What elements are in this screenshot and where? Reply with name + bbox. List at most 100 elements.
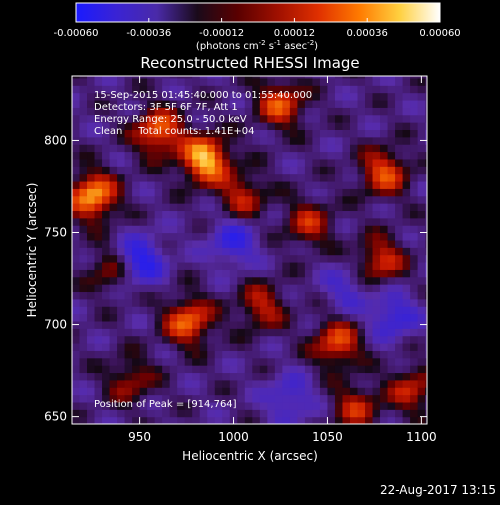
heatmap-cell: [365, 342, 374, 351]
heatmap-cell: [282, 217, 291, 226]
heatmap-cell: [192, 232, 201, 241]
heatmap-cell: [147, 136, 156, 145]
heatmap-cell: [102, 394, 111, 403]
heatmap-cell: [244, 298, 253, 307]
heatmap-cell: [259, 210, 268, 219]
heatmap-cell: [132, 225, 141, 234]
heatmap-cell: [289, 320, 298, 329]
heatmap-cell: [342, 144, 351, 153]
heatmap-cell: [297, 284, 306, 293]
heatmap-cell: [267, 298, 276, 307]
heatmap-cell: [87, 298, 96, 307]
heatmap-cell: [147, 379, 156, 388]
heatmap-cell: [87, 158, 96, 167]
heatmap-cell: [184, 122, 193, 130]
heatmap-cell: [237, 77, 246, 86]
heatmap-cell: [109, 276, 118, 285]
heatmap-cell: [365, 357, 374, 366]
colorbar: [75, 2, 441, 23]
heatmap-cell: [214, 365, 223, 374]
heatmap-cell: [274, 261, 283, 270]
heatmap-cell: [117, 180, 126, 189]
heatmap-cell: [402, 225, 411, 234]
heatmap-cell: [380, 350, 389, 359]
heatmap-cell: [147, 173, 156, 182]
heatmap-cell: [222, 225, 231, 234]
heatmap-cell: [252, 365, 261, 374]
heatmap-cell: [319, 232, 329, 241]
heatmap-cell: [365, 203, 374, 212]
heatmap-cell: [297, 158, 306, 167]
heatmap-cell: [79, 225, 88, 234]
heatmap-cell: [425, 99, 427, 108]
heatmap-cell: [274, 114, 283, 123]
heatmap-cell: [327, 335, 336, 344]
heatmap-cell: [132, 416, 141, 424]
heatmap-cell: [334, 342, 344, 351]
heatmap-cell: [372, 247, 381, 256]
heatmap-cell: [87, 144, 96, 153]
heatmap-cell: [192, 401, 201, 410]
heatmap-cell: [222, 394, 231, 403]
heatmap-cell: [252, 387, 261, 396]
heatmap-cell: [162, 144, 171, 153]
heatmap-cell: [387, 379, 396, 388]
heatmap-cell: [199, 320, 208, 329]
heatmap-cell: [417, 350, 426, 359]
heatmap-cell: [342, 247, 351, 256]
heatmap-cell: [169, 416, 178, 424]
heatmap-cell: [177, 107, 186, 116]
heatmap-cell: [192, 298, 201, 307]
heatmap-cell: [395, 254, 404, 263]
heatmap-cell: [139, 320, 148, 329]
heatmap-cell: [417, 107, 426, 116]
heatmap-cell: [72, 379, 81, 388]
heatmap-cell: [297, 232, 306, 241]
heatmap-cell: [229, 114, 238, 123]
heatmap-cell: [327, 372, 336, 381]
heatmap-cell: [267, 136, 276, 145]
heatmap-cell: [372, 291, 381, 300]
heatmap-cell: [244, 328, 253, 337]
heatmap-cell: [207, 122, 216, 130]
heatmap-cell: [147, 313, 156, 322]
heatmap-cell: [132, 129, 141, 138]
heatmap-cell: [72, 85, 81, 94]
heatmap-cell: [222, 195, 231, 204]
heatmap-cell: [402, 173, 411, 182]
heatmap-cell: [304, 232, 314, 241]
heatmap-cell: [425, 210, 427, 219]
heatmap-cell: [342, 372, 351, 381]
heatmap-cell: [395, 129, 404, 138]
heatmap-cell: [342, 276, 351, 285]
heatmap-cell: [349, 284, 359, 293]
heatmap-cell: [124, 342, 133, 351]
heatmap-cell: [357, 313, 366, 322]
heatmap-cell: [132, 320, 141, 329]
heatmap-cell: [222, 239, 231, 248]
heatmap-cell: [147, 335, 156, 344]
heatmap-cell: [237, 254, 246, 263]
heatmap-cell: [117, 394, 126, 403]
heatmap-cell: [192, 158, 201, 167]
heatmap-cell: [72, 151, 81, 160]
heatmap-cell: [102, 77, 111, 86]
heatmap-cell: [357, 387, 366, 396]
heatmap-cell: [147, 151, 156, 160]
heatmap-cell: [94, 107, 103, 116]
heatmap-cell: [94, 225, 103, 234]
heatmap-cell: [395, 342, 404, 351]
heatmap-cell: [252, 247, 261, 256]
heatmap-cell: [387, 416, 396, 424]
heatmap-cell: [72, 387, 81, 396]
heatmap-cell: [214, 342, 223, 351]
colorbar-tick-label: -0.00012: [199, 28, 244, 39]
heatmap-cell: [124, 173, 133, 182]
heatmap-cell: [267, 357, 276, 366]
heatmap-cell: [289, 342, 298, 351]
heatmap-cell: [259, 239, 268, 248]
heatmap-cell: [109, 188, 118, 197]
heatmap-cell: [199, 107, 208, 116]
heatmap-cell: [229, 261, 238, 270]
heatmap-cell: [395, 261, 404, 270]
